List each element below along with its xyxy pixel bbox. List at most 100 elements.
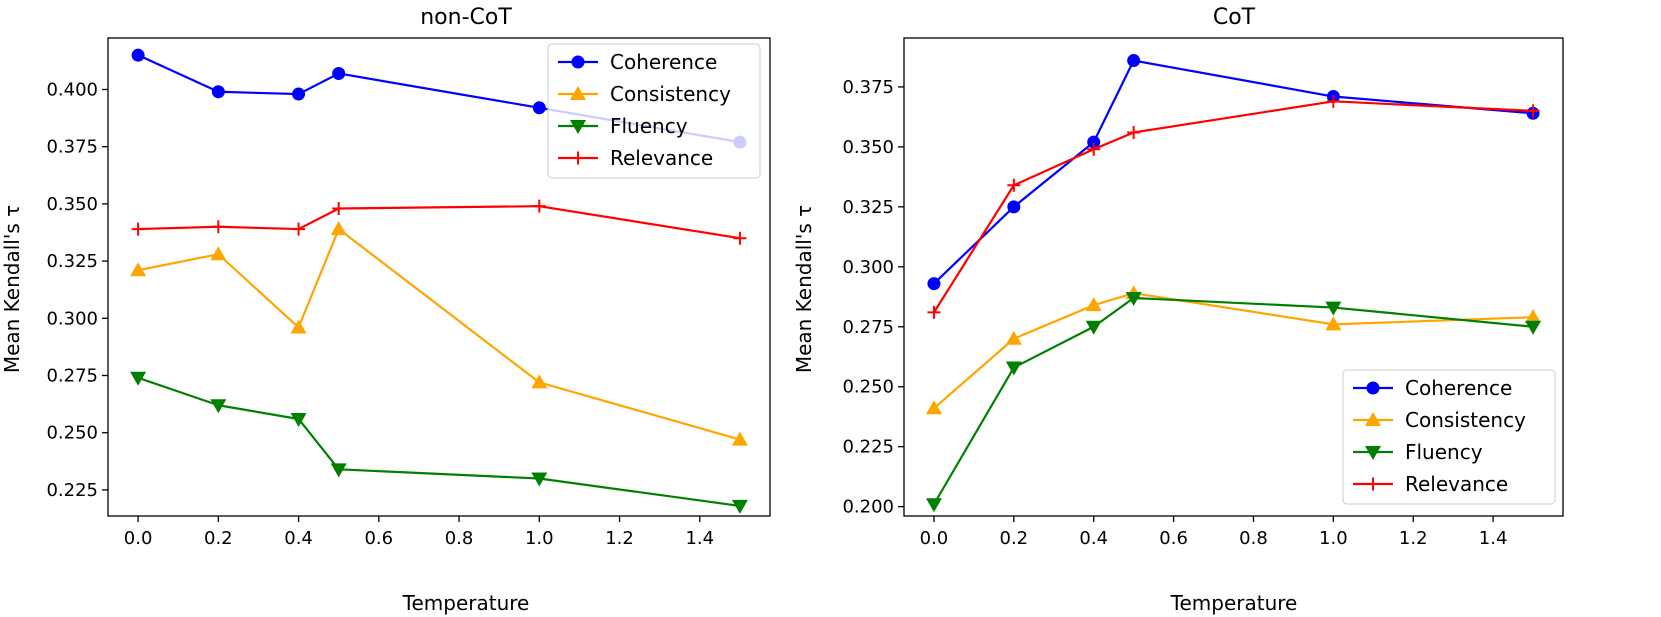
y-tick-label: 0.300 [842, 257, 894, 278]
x-axis-label: Temperature [402, 591, 530, 615]
data-point-coherence [332, 66, 346, 80]
data-point-consistency [210, 246, 227, 261]
legend-label: Fluency [1405, 440, 1483, 464]
y-tick-label: 0.275 [46, 366, 98, 387]
series-line-fluency [137, 376, 741, 508]
series-line-consistency [137, 227, 741, 441]
legend-item-coherence: Coherence [558, 50, 717, 74]
data-point-consistency [330, 221, 347, 236]
data-point-consistency [1085, 297, 1102, 312]
data-point-consistency [731, 431, 748, 446]
data-point-fluency [731, 499, 748, 514]
data-point-coherence [1127, 54, 1141, 68]
data-point-consistency [290, 319, 307, 334]
data-point-fluency [330, 463, 347, 478]
data-point-consistency [130, 262, 147, 277]
data-point-relevance [1007, 178, 1021, 192]
legend-label: Consistency [1405, 408, 1526, 432]
chart-title: CoT [1213, 5, 1256, 30]
series-line-relevance [933, 100, 1534, 313]
legend-marker-relevance [1366, 477, 1380, 491]
legend: Coherence Consistency Fluency Relevance [1342, 369, 1556, 505]
data-point-fluency [531, 472, 548, 487]
data-point-relevance [1526, 104, 1540, 118]
data-point-fluency [1125, 291, 1142, 306]
data-point-relevance [532, 199, 546, 213]
x-tick-label: 0.0 [124, 528, 153, 549]
series-relevance [131, 199, 747, 245]
x-tick-label: 0.6 [1159, 528, 1188, 549]
data-point-coherence [131, 48, 145, 62]
data-point-fluency [1005, 361, 1022, 376]
legend-marker-relevance [571, 151, 585, 165]
legend-item-consistency: Consistency [1353, 408, 1526, 432]
y-tick-label: 0.325 [46, 251, 98, 272]
x-tick-label: 0.2 [1000, 528, 1029, 549]
data-point-fluency [130, 371, 147, 386]
legend-marker-coherence [1366, 381, 1380, 395]
data-point-relevance [733, 231, 747, 245]
x-tick-label: 0.2 [204, 528, 233, 549]
chart-title: non-CoT [420, 5, 512, 30]
y-tick-label: 0.225 [842, 437, 894, 458]
x-tick-label: 1.4 [685, 528, 714, 549]
legend-label: Coherence [1405, 376, 1512, 400]
plot-area [903, 37, 1564, 517]
y-tick-label: 0.375 [46, 137, 98, 158]
data-point-relevance [927, 305, 941, 319]
data-point-consistency [531, 374, 548, 389]
x-tick-label: 1.2 [1399, 528, 1428, 549]
legend-box [547, 43, 761, 179]
y-axis-label: Mean Kendall's τ [792, 205, 816, 373]
data-point-coherence [211, 85, 225, 99]
legend: Coherence Consistency Fluency Relevance [547, 43, 761, 179]
x-tick-label: 1.2 [605, 528, 634, 549]
legend-label: Consistency [610, 82, 731, 106]
series-fluency [925, 291, 1542, 513]
data-point-consistency [1005, 330, 1022, 345]
y-tick-label: 0.275 [842, 317, 894, 338]
data-point-fluency [210, 399, 227, 414]
data-point-coherence [1087, 135, 1101, 149]
x-tick-label: 1.0 [525, 528, 554, 549]
legend-item-fluency: Fluency [558, 114, 688, 138]
series-fluency [130, 371, 748, 514]
x-tick-label: 0.8 [1239, 528, 1268, 549]
series-consistency [130, 221, 748, 446]
series-line-coherence [933, 59, 1534, 285]
legend-label: Coherence [610, 50, 717, 74]
series-coherence [927, 54, 1540, 291]
data-point-relevance [1087, 142, 1101, 156]
legend-box [1342, 369, 1556, 505]
y-tick-label: 0.200 [842, 497, 894, 518]
y-axis-label: Mean Kendall's τ [0, 205, 24, 373]
legend-label: Relevance [1405, 472, 1508, 496]
data-point-fluency [290, 412, 307, 427]
y-tick-label: 0.325 [842, 197, 894, 218]
data-point-relevance [131, 222, 145, 236]
legend-item-consistency: Consistency [558, 82, 731, 106]
x-tick-label: 0.0 [920, 528, 949, 549]
y-tick-label: 0.250 [46, 423, 98, 444]
y-tick-label: 0.350 [46, 194, 98, 215]
legend-marker-consistency [570, 86, 586, 100]
data-point-relevance [1127, 125, 1141, 139]
legend-item-relevance: Relevance [1353, 472, 1508, 496]
data-point-consistency [1525, 309, 1542, 324]
y-tick-label: 0.350 [842, 137, 894, 158]
data-point-fluency [1325, 301, 1342, 316]
x-tick-label: 1.0 [1319, 528, 1348, 549]
legend-marker-consistency [1365, 412, 1381, 426]
data-point-fluency [925, 498, 942, 513]
y-tick-label: 0.300 [46, 308, 98, 329]
x-axis-label: Temperature [1170, 591, 1298, 615]
panel-non-cot: non-CoT Temperature Mean Kendall's τ 0.0… [0, 5, 771, 615]
legend-item-relevance: Relevance [558, 146, 713, 170]
legend-marker-fluency [570, 120, 586, 134]
legend-marker-coherence [571, 55, 585, 69]
panel-cot: CoT Temperature Mean Kendall's τ 0.0 0.2 0… [792, 5, 1564, 615]
data-point-coherence [927, 277, 941, 291]
data-point-coherence [1007, 200, 1021, 214]
data-point-relevance [292, 222, 306, 236]
